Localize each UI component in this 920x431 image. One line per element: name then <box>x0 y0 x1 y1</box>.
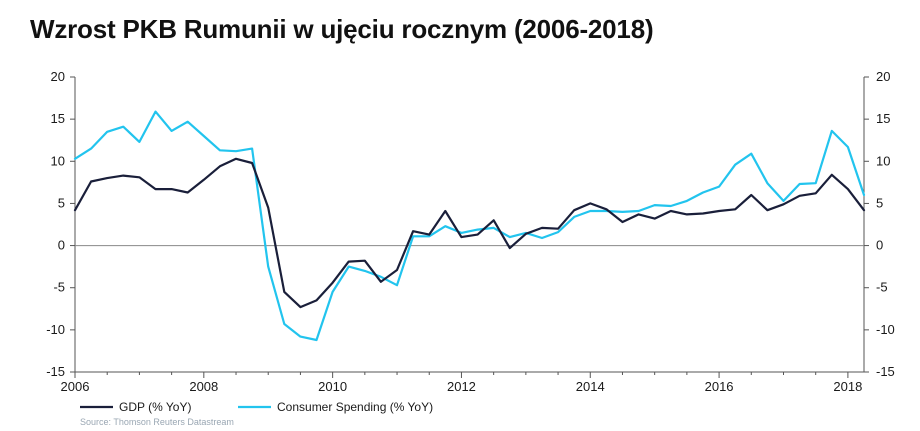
legend-label-consumer-spending: Consumer Spending (% YoY) <box>277 400 433 414</box>
source-note: Source: Thomson Reuters Datastream <box>80 417 234 427</box>
y-tick-label-right: 10 <box>876 153 890 168</box>
x-tick-label: 2016 <box>705 379 734 394</box>
y-tick-label-right: -10 <box>876 322 895 337</box>
y-tick-label-right: -15 <box>876 364 895 379</box>
x-tick-label: 2018 <box>833 379 862 394</box>
y-tick-label-left: -5 <box>53 280 65 295</box>
y-tick-label-right: 5 <box>876 195 883 210</box>
y-tick-label-left: -15 <box>46 364 65 379</box>
series-lines <box>73 110 866 342</box>
x-tick-label: 2014 <box>576 379 605 394</box>
x-tick-label: 2006 <box>61 379 90 394</box>
y-tick-label-left: 0 <box>58 238 65 253</box>
x-tick-label: 2010 <box>318 379 347 394</box>
y-tick-label-left: -10 <box>46 322 65 337</box>
series-line-consumer-spending <box>73 110 866 342</box>
series-line-gdp <box>73 157 866 309</box>
y-tick-label-left: 20 <box>51 69 65 84</box>
y-tick-label-right: 15 <box>876 111 890 126</box>
y-tick-label-right: 20 <box>876 69 890 84</box>
x-tick-label: 2008 <box>189 379 218 394</box>
chart-title: Wzrost PKB Rumunii w ujęciu rocznym (200… <box>30 14 654 44</box>
y-tick-label-left: 10 <box>51 153 65 168</box>
legend-label-gdp: GDP (% YoY) <box>119 400 191 414</box>
y-tick-label-left: 5 <box>58 195 65 210</box>
legend: GDP (% YoY) Consumer Spending (% YoY) <box>80 400 433 414</box>
y-tick-label-right: -5 <box>876 280 888 295</box>
x-tick-label: 2012 <box>447 379 476 394</box>
y-tick-label-right: 0 <box>876 238 883 253</box>
y-tick-label-left: 15 <box>51 111 65 126</box>
